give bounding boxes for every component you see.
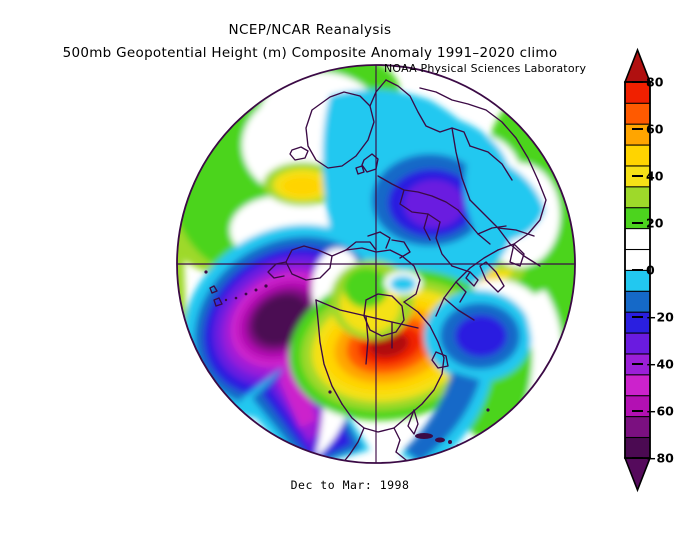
colorbar-band <box>624 185 651 209</box>
colorbar-tick-mark <box>632 81 643 83</box>
colorbar-svg <box>623 47 652 493</box>
colorbar-band <box>624 415 651 439</box>
graticule <box>177 65 575 463</box>
colorbar-band <box>624 373 651 397</box>
colorbar-tick-label: 20 <box>646 215 664 231</box>
period-caption-text: Dec to Mar: 1998 <box>290 478 410 492</box>
colorbar-tick-mark <box>632 269 643 271</box>
colorbar-tick-label: −40 <box>646 356 674 372</box>
colorbar-band <box>624 144 651 167</box>
colorbar-tick-mark <box>632 316 643 318</box>
colorbar-tick-mark <box>632 363 643 365</box>
globe-outline <box>176 64 576 464</box>
colorbar-tick-mark <box>632 175 643 177</box>
colorbar-tick-label: 40 <box>646 168 664 184</box>
anomaly-field <box>177 65 575 463</box>
colorbar-tick-mark <box>632 128 643 130</box>
page-title: NCEP/NCAR Reanalysis <box>228 22 392 38</box>
coastline-overlay <box>204 79 547 463</box>
map-panel <box>176 64 576 464</box>
colorbar-bands <box>624 81 651 459</box>
chart-subtitle: 500mb Geopotential Height (m) Composite … <box>62 45 558 61</box>
colorbar-band <box>624 332 651 355</box>
colorbar-tick-mark <box>632 457 643 459</box>
period-caption: Dec to Mar: 1998 <box>0 478 700 492</box>
colorbar: 80 60 40 20 0 −20 −40 −60 −80 <box>600 46 700 494</box>
colorbar-tick-label: 80 <box>646 74 664 90</box>
colorbar-tick-label: −60 <box>646 403 674 419</box>
polar-anomaly-map <box>176 64 576 464</box>
colorbar-tick-label: −20 <box>646 309 674 325</box>
colorbar-tick-label: 0 <box>646 262 655 278</box>
colorbar-tick-label: −80 <box>646 450 674 466</box>
colorbar-tick-label: 60 <box>646 121 664 137</box>
colorbar-tick-mark <box>632 410 643 412</box>
colorbar-band <box>624 227 651 251</box>
noaa-credit-label: NOAA Physical Sciences Laboratory <box>384 62 587 75</box>
chart-title-block: NCEP/NCAR Reanalysis 500mb Geopotential … <box>0 0 620 61</box>
colorbar-tick-mark <box>632 222 643 224</box>
